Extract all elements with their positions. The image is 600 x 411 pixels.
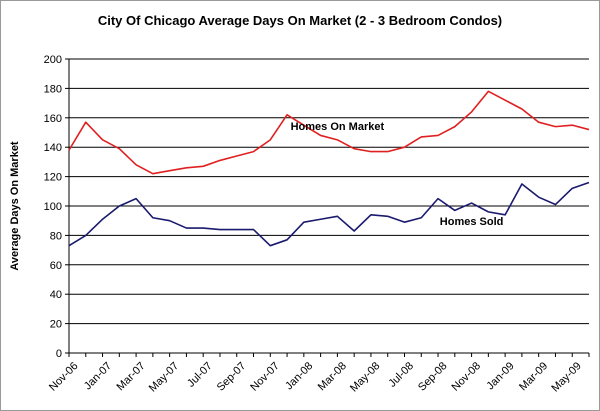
x-tick-label: Nov-08 (450, 360, 484, 394)
y-tick-label: 20 (50, 319, 62, 331)
y-tick-label: 60 (50, 260, 62, 272)
series-line-homes-sold (68, 181, 590, 247)
x-tick-label: Jul-08 (386, 360, 416, 390)
annotation-homes-sold: Homes Sold (440, 216, 504, 228)
y-tick-label: 0 (56, 348, 62, 360)
chart-title: City Of Chicago Average Days On Market (… (97, 13, 503, 28)
annotation-homes-on-market: Homes On Market (291, 121, 385, 133)
y-tick-label: 160 (44, 113, 62, 125)
x-tick-label: Mar-09 (517, 360, 550, 393)
y-tick-label: 120 (44, 172, 62, 184)
x-tick-label: Jan-08 (283, 360, 315, 392)
x-tick-label: Sep-07 (215, 360, 249, 394)
y-tick-label: 40 (50, 289, 62, 301)
y-tick-label: 80 (50, 230, 62, 242)
y-tick-label: 100 (44, 201, 62, 213)
x-tick-label: Jan-07 (82, 360, 114, 392)
x-tick-label: Nov-06 (47, 360, 81, 394)
y-tick-label: 140 (44, 142, 62, 154)
x-tick-label: Mar-08 (316, 360, 349, 393)
x-tick-label: May-09 (549, 360, 583, 394)
series-lines (68, 90, 590, 247)
y-tick-labels: 0 20 40 60 80 100 120 140 160 180 200 (44, 54, 62, 360)
y-tick-label: 200 (44, 54, 62, 66)
x-tick-label: Mar-07 (115, 360, 148, 393)
x-tick-labels: Nov-06 Jan-07 Mar-07 May-07 Jul-07 Sep-07 Nov-… (47, 360, 584, 394)
x-tick-label: Sep-08 (416, 360, 450, 394)
series-line-homes-on-market (68, 90, 590, 175)
x-tick-label: May-07 (147, 360, 181, 394)
x-tick-label: Jul-07 (185, 360, 215, 390)
x-tick-label: Jan-09 (484, 360, 516, 392)
x-tick-label: Nov-07 (248, 360, 282, 394)
gridlines (65, 58, 590, 357)
y-tick-label: 180 (44, 83, 62, 95)
annotations: Homes On Market Homes Sold (291, 121, 504, 228)
x-tick-label: May-08 (348, 360, 382, 394)
